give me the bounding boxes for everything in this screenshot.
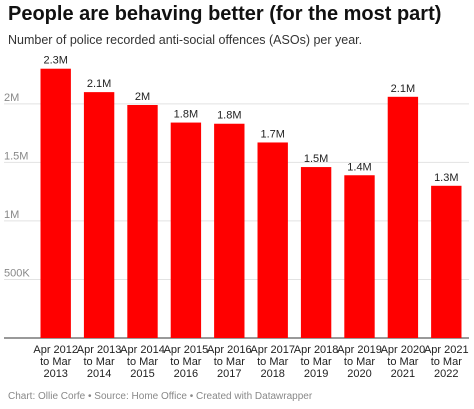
x-tick-label: Apr 2012 to Mar 2013 <box>33 344 78 380</box>
y-tick-label: 500K <box>4 267 30 279</box>
bar <box>257 142 288 338</box>
data-label: 1.5M <box>304 153 328 165</box>
bar <box>344 175 375 338</box>
bar <box>170 122 202 338</box>
y-tick-label: 2M <box>4 92 19 104</box>
bar <box>431 185 462 338</box>
chart-footer: Chart: Ollie Corfe • Source: Home Office… <box>8 391 313 402</box>
x-tick-label: Apr 2020 to Mar 2021 <box>381 344 426 380</box>
data-label: 2.1M <box>391 83 415 95</box>
bar <box>214 123 245 338</box>
x-tick-label: Apr 2016 to Mar 2017 <box>207 344 252 380</box>
x-tick-label: Apr 2017 to Mar 2018 <box>250 344 295 380</box>
data-label: 2.1M <box>87 78 111 90</box>
bar <box>300 167 332 338</box>
chart-title: People are behaving better (for the most… <box>8 3 442 25</box>
data-label: 1.4M <box>347 161 371 173</box>
data-label: 1.8M <box>217 110 241 122</box>
data-label: 1.7M <box>260 128 284 140</box>
x-tick-label: Apr 2021 to Mar 2022 <box>424 344 469 380</box>
data-label: 2M <box>135 91 150 103</box>
bar <box>387 96 419 338</box>
data-label: 1.8M <box>174 109 198 121</box>
x-tick-label: Apr 2013 to Mar 2014 <box>77 344 122 380</box>
bars <box>40 68 462 338</box>
x-tick-label: Apr 2015 to Mar 2016 <box>164 344 209 380</box>
data-labels: 2.3M 2.1M 2M 1.8M 1.8M 1.7M 1.5M 1.4M 2.1M 1.3M <box>43 55 458 184</box>
y-tick-label: 1.5M <box>4 150 28 162</box>
x-tick-label: Apr 2019 to Mar 2020 <box>337 344 382 380</box>
bar <box>40 68 71 338</box>
data-label: 1.3M <box>434 172 458 184</box>
chart-subtitle: Number of police recorded anti-social of… <box>8 33 363 47</box>
y-tick-label: 1M <box>4 209 19 221</box>
data-label: 2.3M <box>43 55 67 67</box>
x-tick-label: Apr 2014 to Mar 2015 <box>120 344 165 380</box>
bar <box>127 105 158 338</box>
x-tick-label: Apr 2018 to Mar 2019 <box>294 344 339 380</box>
bar <box>83 92 115 338</box>
